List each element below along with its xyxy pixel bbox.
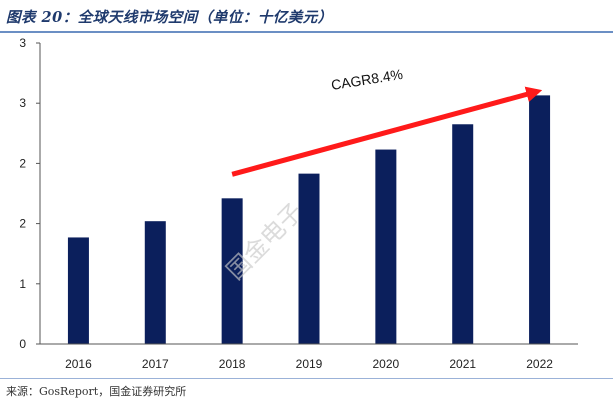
y-tick-label: 3 bbox=[19, 96, 26, 110]
y-tick-label: 2 bbox=[19, 217, 26, 231]
x-tick-label: 2017 bbox=[142, 357, 169, 371]
bar-2020 bbox=[375, 149, 397, 344]
axes-group bbox=[39, 43, 578, 345]
chart-title: 图表 20：全球天线市场空间（单位：十亿美元） bbox=[6, 9, 333, 26]
y-tick-label: 1 bbox=[19, 277, 26, 291]
bars-group bbox=[67, 95, 551, 345]
source-rule bbox=[0, 378, 613, 379]
title-rule bbox=[0, 31, 613, 33]
bar-2019 bbox=[298, 173, 320, 344]
cagr-annotation: CAGR8.4% bbox=[330, 66, 404, 93]
chart-area: 01223342016201720182019202020212022 CAGR… bbox=[19, 36, 578, 371]
bar-2022 bbox=[529, 95, 551, 345]
x-tick-label: 2020 bbox=[373, 357, 400, 371]
source-note: 来源：GosReport，国金证券研究所 bbox=[6, 385, 187, 398]
x-tick-label: 2021 bbox=[449, 357, 476, 371]
y-tick-label: 2 bbox=[19, 156, 26, 170]
x-tick-label: 2018 bbox=[219, 357, 246, 371]
bar-2017 bbox=[144, 221, 166, 344]
x-tick-label: 2019 bbox=[296, 357, 323, 371]
ticks-group: 01223342016201720182019202020212022 bbox=[19, 36, 553, 371]
y-tick-label: 0 bbox=[19, 337, 26, 351]
bar-2018 bbox=[221, 198, 243, 344]
bar-2016 bbox=[67, 237, 89, 344]
x-tick-label: 2016 bbox=[65, 357, 92, 371]
y-tick-label: 3 bbox=[19, 36, 26, 50]
x-tick-label: 2022 bbox=[526, 357, 553, 371]
cagr-trend-arrow bbox=[231, 86, 543, 177]
bar-2021 bbox=[452, 124, 474, 345]
